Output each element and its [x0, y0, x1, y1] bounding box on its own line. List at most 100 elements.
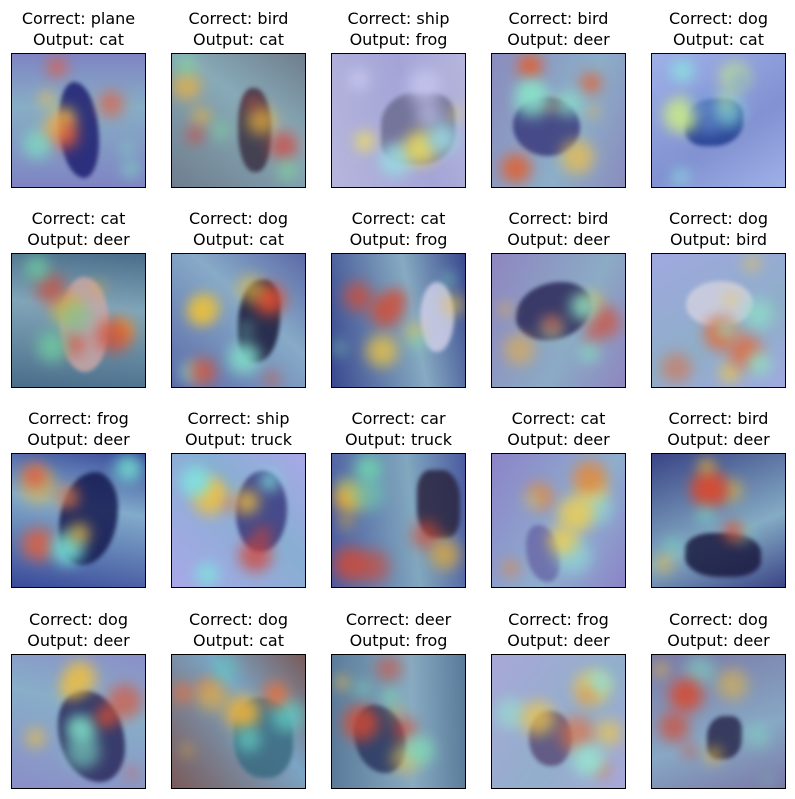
sample-cell: Correct: dog Output: cat — [171, 208, 306, 388]
heatmap-image — [491, 453, 626, 588]
correct-label: Correct: bird — [188, 9, 289, 28]
sample-cell: Correct: dog Output: bird — [651, 208, 786, 388]
sample-caption: Correct: deer Output: frog — [311, 609, 486, 651]
heatmap-image — [11, 253, 146, 388]
output-label: Output: truck — [344, 430, 453, 449]
correct-label: Correct: dog — [189, 209, 288, 228]
heatmap-image — [651, 253, 786, 388]
sample-caption: Correct: dog Output: cat — [631, 8, 795, 50]
sample-caption: Correct: bird Output: deer — [631, 408, 795, 450]
output-label: Output: deer — [667, 430, 770, 449]
sample-cell: Correct: car Output: truck — [331, 408, 466, 588]
sample-caption: Correct: cat Output: frog — [311, 208, 486, 250]
heatmap-image — [11, 654, 146, 789]
output-label: Output: truck — [184, 430, 293, 449]
output-label: Output: frog — [349, 631, 448, 650]
heatmap-image — [331, 253, 466, 388]
heatmap-image — [491, 654, 626, 789]
output-label: Output: deer — [27, 631, 130, 650]
sample-caption: Correct: car Output: truck — [311, 408, 486, 450]
correct-label: Correct: cat — [351, 209, 446, 228]
sample-caption: Correct: bird Output: deer — [471, 208, 646, 250]
heatmap-image — [331, 53, 466, 188]
correct-label: Correct: frog — [508, 610, 609, 629]
sample-cell: Correct: frog Output: deer — [491, 609, 626, 789]
correct-label: Correct: ship — [187, 409, 290, 428]
heatmap-image — [171, 453, 306, 588]
heatmap-image — [331, 453, 466, 588]
sample-caption: Correct: ship Output: truck — [151, 408, 326, 450]
correct-label: Correct: car — [351, 409, 446, 428]
output-label: Output: cat — [673, 30, 764, 49]
heatmap-image — [651, 53, 786, 188]
heatmap-image — [651, 654, 786, 789]
sample-cell: Correct: bird Output: cat — [171, 8, 306, 188]
sample-cell: Correct: deer Output: frog — [331, 609, 466, 789]
sample-caption: Correct: dog Output: deer — [0, 609, 166, 651]
sample-caption: Correct: plane Output: cat — [0, 8, 166, 50]
correct-label: Correct: bird — [668, 409, 769, 428]
sample-cell: Correct: plane Output: cat — [11, 8, 146, 188]
heatmap-image — [171, 253, 306, 388]
sample-caption: Correct: bird Output: deer — [471, 8, 646, 50]
correct-label: Correct: bird — [508, 209, 609, 228]
sample-cell: Correct: dog Output: cat — [651, 8, 786, 188]
sample-caption: Correct: ship Output: frog — [311, 8, 486, 50]
sample-caption: Correct: dog Output: bird — [631, 208, 795, 250]
sample-caption: Correct: bird Output: cat — [151, 8, 326, 50]
output-label: Output: deer — [667, 631, 770, 650]
sample-caption: Correct: dog Output: cat — [151, 609, 326, 651]
heatmap-image — [491, 53, 626, 188]
sample-caption: Correct: dog Output: cat — [151, 208, 326, 250]
output-label: Output: cat — [193, 230, 284, 249]
sample-cell: Correct: cat Output: frog — [331, 208, 466, 388]
output-label: Output: cat — [193, 631, 284, 650]
correct-label: Correct: dog — [669, 9, 768, 28]
output-label: Output: deer — [27, 230, 130, 249]
heatmap-image — [331, 654, 466, 789]
output-label: Output: frog — [349, 230, 448, 249]
heatmap-image — [491, 253, 626, 388]
sample-cell: Correct: bird Output: deer — [651, 408, 786, 588]
output-label: Output: frog — [349, 30, 448, 49]
sample-caption: Correct: cat Output: deer — [0, 208, 166, 250]
output-label: Output: deer — [27, 430, 130, 449]
sample-cell: Correct: bird Output: deer — [491, 8, 626, 188]
sample-caption: Correct: dog Output: deer — [631, 609, 795, 651]
sample-cell: Correct: cat Output: deer — [491, 408, 626, 588]
heatmap-image — [651, 453, 786, 588]
output-label: Output: deer — [507, 30, 610, 49]
heatmap-image — [11, 53, 146, 188]
sample-cell: Correct: dog Output: deer — [11, 609, 146, 789]
correct-label: Correct: cat — [31, 209, 126, 228]
sample-caption: Correct: frog Output: deer — [471, 609, 646, 651]
output-label: Output: cat — [33, 30, 124, 49]
sample-cell: Correct: ship Output: frog — [331, 8, 466, 188]
output-label: Output: deer — [507, 430, 610, 449]
sample-cell: Correct: dog Output: deer — [651, 609, 786, 789]
heatmap-image — [171, 53, 306, 188]
sample-cell: Correct: cat Output: deer — [11, 208, 146, 388]
sample-caption: Correct: frog Output: deer — [0, 408, 166, 450]
correct-label: Correct: dog — [189, 610, 288, 629]
correct-label: Correct: deer — [345, 610, 452, 629]
correct-label: Correct: frog — [28, 409, 129, 428]
sample-cell: Correct: frog Output: deer — [11, 408, 146, 588]
correct-label: Correct: ship — [347, 9, 450, 28]
output-label: Output: deer — [507, 230, 610, 249]
heatmap-image — [171, 654, 306, 789]
correct-label: Correct: cat — [511, 409, 606, 428]
heatmap-image — [11, 453, 146, 588]
sample-cell: Correct: bird Output: deer — [491, 208, 626, 388]
correct-label: Correct: plane — [21, 9, 136, 28]
sample-caption: Correct: cat Output: deer — [471, 408, 646, 450]
correct-label: Correct: dog — [29, 610, 128, 629]
correct-label: Correct: dog — [669, 610, 768, 629]
correct-label: Correct: dog — [669, 209, 768, 228]
correct-label: Correct: bird — [508, 9, 609, 28]
output-label: Output: cat — [193, 30, 284, 49]
output-label: Output: bird — [669, 230, 768, 249]
sample-cell: Correct: ship Output: truck — [171, 408, 306, 588]
output-label: Output: deer — [507, 631, 610, 650]
